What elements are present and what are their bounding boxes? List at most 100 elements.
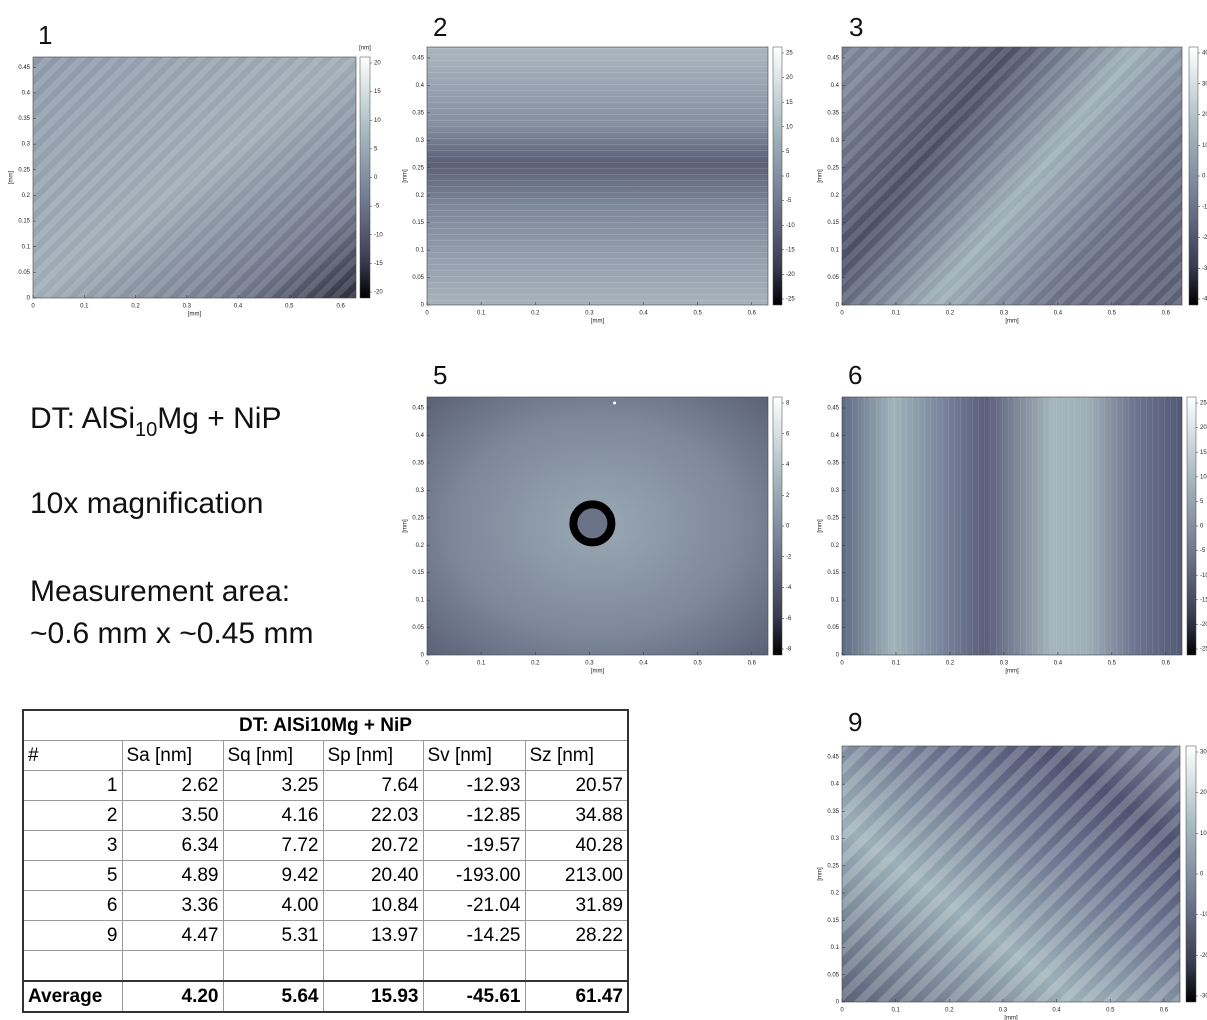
- y-tick-label: 0.45: [827, 406, 839, 412]
- x-tick-label: 0.6: [1160, 1008, 1169, 1014]
- y-axis-label: [mm]: [9, 171, 15, 185]
- colorbar-tick-label: -15: [374, 261, 383, 267]
- y-tick-label: 0.3: [831, 488, 840, 494]
- x-tick-label: 0.6: [1162, 661, 1171, 667]
- x-tick-label: 0.1: [891, 1008, 900, 1014]
- table-cell: 5.31: [222, 920, 324, 951]
- y-tick-label: 0.2: [831, 891, 840, 897]
- y-tick-label: 0.25: [18, 167, 30, 173]
- x-tick-label: 0.4: [1052, 1008, 1061, 1014]
- y-tick-label: 0: [421, 653, 425, 659]
- table-average-row: Average 4.20 5.64 15.93 -45.61 61.47: [22, 980, 629, 1013]
- y-tick-label: 0.1: [831, 945, 840, 951]
- table-cell: 4.47: [121, 920, 224, 951]
- y-tick-label: 0.4: [831, 83, 840, 89]
- colorbar: [1188, 46, 1199, 306]
- table-cell: Sq [nm]: [222, 740, 324, 771]
- y-tick-label: 0.1: [416, 598, 425, 604]
- colorbar-tick-label: 40: [1202, 51, 1207, 57]
- x-axis-label: [mm]: [1005, 319, 1019, 325]
- table-cell: 20.40: [322, 860, 424, 891]
- table-cell: 4.20: [121, 980, 224, 1013]
- x-tick-label: 0.2: [945, 1008, 954, 1014]
- colorbar-tick-label: 30: [1202, 81, 1207, 87]
- y-tick-label: 0.3: [416, 138, 425, 144]
- panel-number: 9: [848, 707, 862, 737]
- surface-texture: [33, 57, 356, 298]
- x-tick-label: 0: [840, 1008, 844, 1014]
- y-tick-label: 0.35: [18, 116, 30, 122]
- table-cell: 20.57: [524, 770, 629, 801]
- y-axis-label: [mm]: [403, 169, 409, 183]
- colorbar-tick-label: 0: [374, 175, 378, 181]
- x-tick-label: 0: [425, 661, 429, 667]
- plot-frame: [426, 396, 769, 656]
- x-tick-label: 0.5: [1108, 661, 1117, 667]
- x-tick-label: 0.3: [585, 311, 594, 317]
- table-row: 3 6.34 7.72 20.72 -19.57 40.28: [22, 830, 629, 861]
- table-cell: [22, 950, 123, 982]
- y-tick-label: 0.45: [18, 65, 30, 71]
- table-cell: 22.03: [322, 800, 424, 831]
- x-tick-label: 0.2: [946, 311, 955, 317]
- y-tick-label: 0.05: [827, 625, 839, 631]
- colorbar-tick-label: 15: [374, 89, 381, 95]
- x-tick-label: 0.3: [585, 661, 594, 667]
- table-cell: -45.61: [422, 980, 526, 1013]
- x-tick-label: 0.5: [1106, 1008, 1115, 1014]
- table-cell: 3.36: [121, 890, 224, 921]
- panel-number: 3: [849, 12, 863, 42]
- table-row: 9 4.47 5.31 13.97 -14.25 28.22: [22, 920, 629, 951]
- x-tick-label: 0: [31, 304, 35, 310]
- table-cell: Sa [nm]: [121, 740, 224, 771]
- table-cell: -12.93: [422, 770, 526, 801]
- table-row: 6 3.36 4.00 10.84 -21.04 31.89: [22, 890, 629, 921]
- table-cell: Average: [22, 980, 123, 1013]
- panel-number: 5: [433, 360, 447, 390]
- y-tick-label: 0: [836, 653, 840, 659]
- surface-texture: [842, 746, 1180, 1002]
- x-tick-label: 0.2: [531, 311, 540, 317]
- y-axis-label: [mm]: [818, 169, 824, 183]
- x-tick-label: 0: [840, 311, 844, 317]
- colorbar-tick-label: -10: [1200, 573, 1207, 579]
- y-tick-label: 0.15: [827, 220, 839, 226]
- colorbar-tick-label: -20: [374, 290, 383, 296]
- y-tick-label: 0.1: [831, 598, 840, 604]
- colorbar-tick-label: 4: [786, 462, 790, 468]
- roughness-table: DT: AlSi10Mg + NiP # Sa [nm] Sq [nm] Sp [nm]…: [22, 709, 629, 1013]
- colorbar-tick-label: 25: [1200, 401, 1207, 407]
- y-tick-label: 0.4: [22, 90, 31, 96]
- x-tick-label: 0.1: [892, 311, 901, 317]
- colorbar: [1186, 396, 1197, 656]
- y-tick-label: 0.2: [831, 543, 840, 549]
- y-tick-label: 0.25: [412, 515, 424, 521]
- colorbar-tick-label: 20: [374, 61, 381, 67]
- colorbar: [772, 46, 783, 306]
- colorbar-tick-label: -10: [374, 232, 383, 238]
- colorbar-tick-label: -5: [1200, 548, 1206, 554]
- x-axis-label: [mm]: [591, 669, 605, 675]
- plot-frame: [426, 46, 769, 306]
- defect-dot: [613, 401, 617, 405]
- x-tick-label: 0.3: [999, 1008, 1008, 1014]
- table-row: 1 2.62 3.25 7.64 -12.93 20.57: [22, 770, 629, 801]
- table-cell: 9.42: [222, 860, 324, 891]
- colorbar-tick-label: 2: [786, 493, 790, 499]
- table-cell: [422, 950, 526, 982]
- colorbar-tick-label: 25: [786, 51, 793, 57]
- y-tick-label: 0.3: [22, 142, 31, 148]
- x-tick-label: 0.4: [1054, 661, 1063, 667]
- x-tick-label: 0.6: [336, 304, 345, 310]
- table-cell: [524, 950, 629, 982]
- colorbar-tick-label: 10: [1200, 831, 1207, 837]
- colorbar-tick-label: 20: [1200, 790, 1207, 796]
- table-cell: -21.04: [422, 890, 526, 921]
- y-tick-label: 0.2: [416, 543, 425, 549]
- material-part: DT: AlSi: [30, 402, 135, 435]
- material-text: DT: AlSi10Mg + NiP: [30, 402, 282, 441]
- surface-texture: [842, 47, 1182, 305]
- x-tick-label: 0.4: [639, 311, 648, 317]
- colorbar-tick-label: -10: [786, 223, 795, 229]
